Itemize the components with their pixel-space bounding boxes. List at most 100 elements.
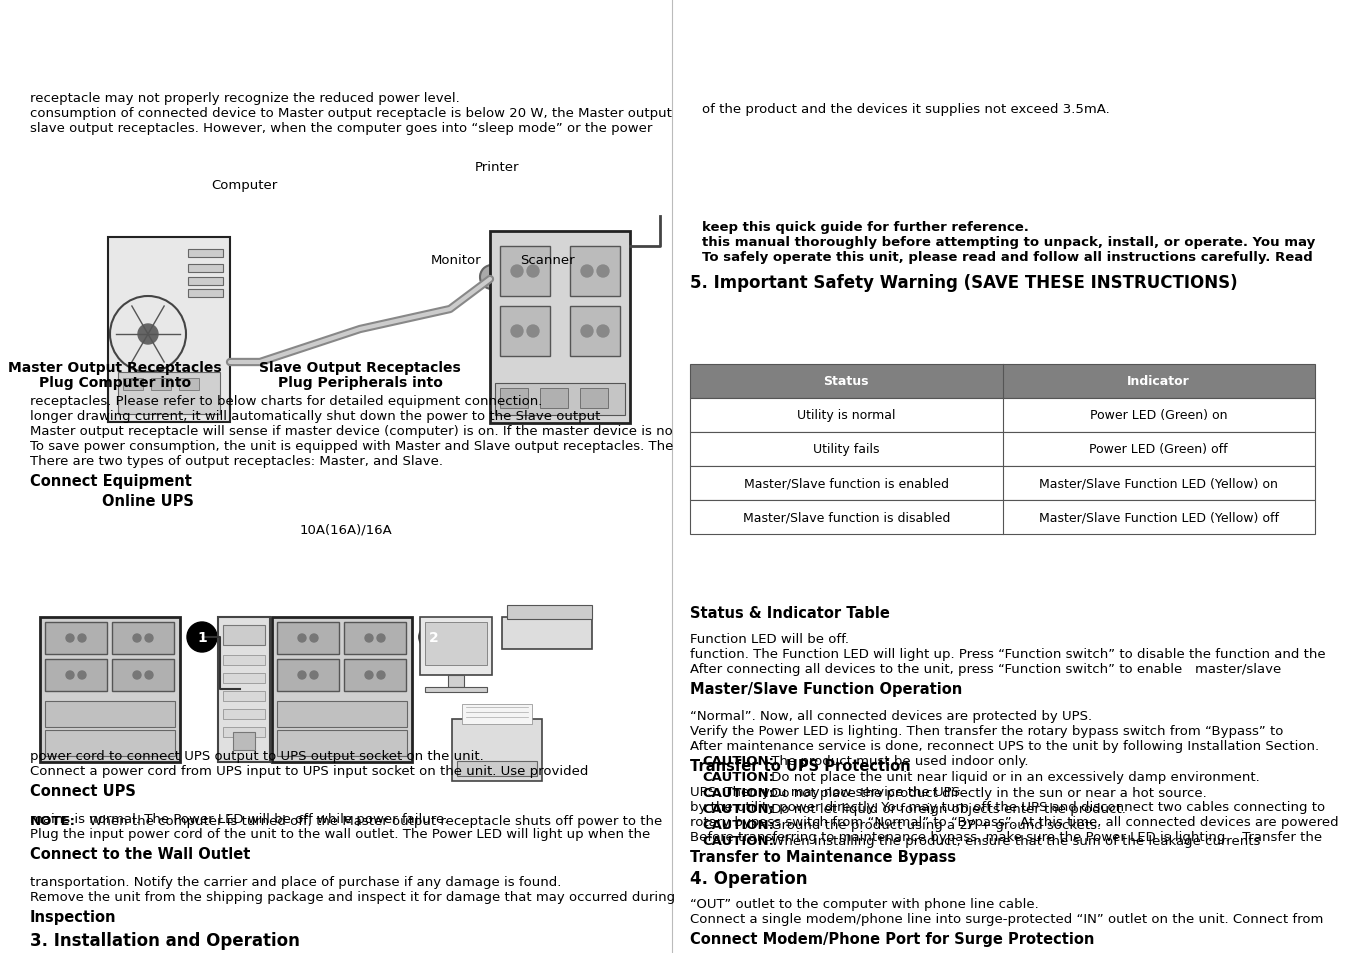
Circle shape [78,635,86,642]
Text: Computer: Computer [211,179,277,192]
Text: Connect Modem/Phone Port for Surge Protection: Connect Modem/Phone Port for Surge Prote… [690,931,1094,946]
Bar [223,709,265,720]
Text: “OUT” outlet to the computer with phone line cable.: “OUT” outlet to the computer with phone … [690,897,1039,910]
Bar [457,761,536,776]
Text: Online UPS: Online UPS [103,494,195,509]
Circle shape [581,326,593,337]
Text: longer drawing current, it will automatically shut down the power to the Slave o: longer drawing current, it will automati… [30,410,600,422]
Bar [272,618,412,762]
Text: consumption of connected device to Master output receptacle is below 20 W, the M: consumption of connected device to Maste… [30,107,671,120]
Circle shape [511,326,523,337]
Text: Connect a single modem/phone line into surge-protected “IN” outlet on the unit. : Connect a single modem/phone line into s… [690,912,1324,925]
Text: power cord to connect UPS output to UPS output socket on the unit.: power cord to connect UPS output to UPS … [30,749,484,762]
Bar [118,373,220,415]
Bar [277,659,339,691]
Circle shape [419,622,449,652]
Text: Connect Equipment: Connect Equipment [30,474,192,489]
Circle shape [138,325,158,345]
Text: Master/Slave Function LED (Yellow) off: Master/Slave Function LED (Yellow) off [1039,511,1279,524]
Text: slave output receptacles. However, when the computer goes into “sleep mode” or t: slave output receptacles. However, when … [30,122,653,135]
Bar [188,290,223,297]
Text: mains is normal. The Power LED will be off while power failure.: mains is normal. The Power LED will be o… [30,812,449,825]
Bar [540,389,567,409]
Text: CAUTION:: CAUTION: [703,786,774,800]
Text: Printer: Printer [474,161,519,173]
Bar [123,378,143,391]
Bar [690,433,1315,467]
Bar [426,622,486,665]
Bar [178,378,199,391]
Bar [41,618,180,762]
Bar [690,398,1315,433]
Text: Monitor: Monitor [431,253,481,267]
Bar [490,232,630,423]
Bar [494,384,626,416]
Text: 10A(16A)/16A: 10A(16A)/16A [300,523,393,537]
Text: by the utility power directly. You may turn off the UPS and disconnect two cable: by the utility power directly. You may t… [690,801,1325,813]
Bar [500,389,528,409]
Text: Ground the product using a 2P + ground sockets.: Ground the product using a 2P + ground s… [767,818,1101,831]
Text: CAUTION:: CAUTION: [703,802,774,815]
Text: There are two types of output receptacles: Master, and Slave.: There are two types of output receptacle… [30,455,443,468]
Text: When installing the product, ensure that the sum of the leakage currents: When installing the product, ensure that… [767,834,1260,847]
Bar [112,622,174,655]
Text: Power LED (Green) off: Power LED (Green) off [1089,443,1228,456]
Bar [503,618,592,649]
Circle shape [186,622,218,652]
Bar [426,687,486,692]
Bar [277,730,407,757]
Text: Connect UPS: Connect UPS [30,783,136,799]
Text: After maintenance service is done, reconnect UPS to the unit by following Instal: After maintenance service is done, recon… [690,740,1319,752]
Text: CAUTION:: CAUTION: [703,754,774,767]
Bar [277,622,339,655]
Bar [420,618,492,676]
Bar [223,691,265,701]
Bar [188,250,223,257]
Text: Master Output Receptacles: Master Output Receptacles [8,360,222,375]
Bar [345,659,407,691]
Bar [223,727,265,738]
Text: Connect a power cord from UPS input to UPS input socket on the unit. Use provide: Connect a power cord from UPS input to U… [30,764,589,778]
Text: Do not place the unit near liquid or in an excessively damp environment.: Do not place the unit near liquid or in … [767,770,1259,783]
Bar [232,732,255,750]
Circle shape [377,635,385,642]
Text: Function LED will be off.: Function LED will be off. [690,633,848,645]
Text: Verify the Power LED is lighting. Then transfer the rotary bypass switch from “B: Verify the Power LED is lighting. Then t… [690,724,1283,738]
Bar [45,659,107,691]
Text: Status & Indicator Table: Status & Indicator Table [690,605,890,620]
Text: Indicator: Indicator [1127,375,1190,388]
Bar [570,247,620,296]
Text: Plug the input power cord of the unit to the wall outlet. The Power LED will lig: Plug the input power cord of the unit to… [30,827,650,841]
Text: Master/Slave function is enabled: Master/Slave function is enabled [744,477,948,490]
Circle shape [597,266,609,277]
Text: Inspection: Inspection [30,909,116,924]
Text: Utility is normal: Utility is normal [797,409,896,422]
Bar [45,730,176,757]
Bar [188,277,223,286]
Text: keep this quick guide for further reference.: keep this quick guide for further refere… [703,221,1029,233]
Text: Scanner: Scanner [520,253,574,267]
Text: 3. Installation and Operation: 3. Installation and Operation [30,931,300,949]
Circle shape [309,635,317,642]
Text: function. The Function LED will light up. Press “Function switch” to disable the: function. The Function LED will light up… [690,647,1325,660]
Text: Transfer to UPS Protection: Transfer to UPS Protection [690,759,911,773]
Bar [45,701,176,727]
Text: CAUTION:: CAUTION: [703,834,774,847]
Bar [500,307,550,356]
Bar [151,378,172,391]
Bar [580,389,608,409]
Circle shape [145,671,153,679]
Bar [223,625,265,645]
Text: transportation. Notify the carrier and place of purchase if any damage is found.: transportation. Notify the carrier and p… [30,875,562,888]
Bar [345,622,407,655]
Bar [449,676,463,687]
Bar [462,704,532,724]
Circle shape [132,671,141,679]
Bar [570,307,620,356]
Circle shape [581,266,593,277]
Circle shape [365,635,373,642]
Circle shape [597,326,609,337]
Text: After connecting all devices to the unit, press “Function switch” to enable   ma: After connecting all devices to the unit… [690,662,1281,676]
Circle shape [365,671,373,679]
Bar [45,622,107,655]
